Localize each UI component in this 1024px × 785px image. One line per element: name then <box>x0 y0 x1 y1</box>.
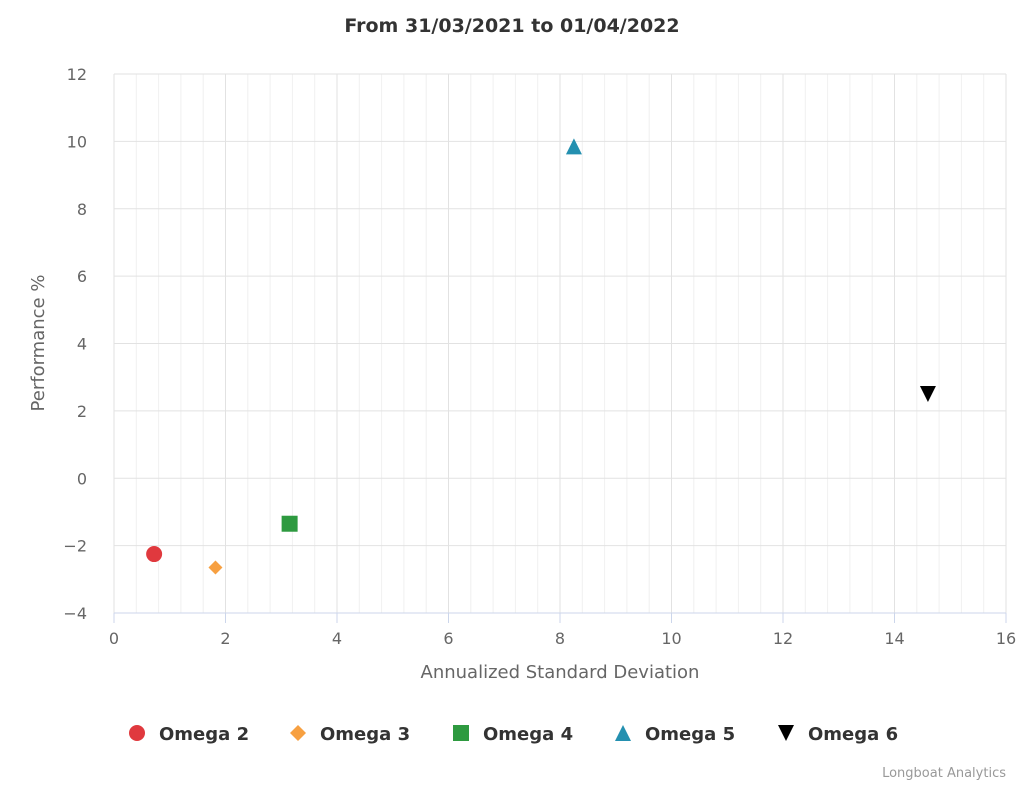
x-tick-label: 0 <box>109 629 119 648</box>
y-tick-label: 2 <box>77 402 87 421</box>
grid <box>113 73 1007 614</box>
y-axis-title: Performance % <box>28 275 49 412</box>
legend-item[interactable]: Omega 5 <box>615 724 735 745</box>
legend-symbol[interactable] <box>778 725 794 741</box>
y-tick-label: −2 <box>63 537 87 556</box>
y-tick-label: 10 <box>67 132 87 151</box>
x-tick-label: 12 <box>773 629 793 648</box>
data-point[interactable] <box>281 515 298 532</box>
chart-title: From 31/03/2021 to 01/04/2022 <box>344 15 679 37</box>
axes: 0 2 4 6 8 10 12 14 16 −4 −2 0 2 4 6 8 10 12 <box>63 65 1016 648</box>
x-tick-label: 2 <box>220 629 230 648</box>
legend-label[interactable]: Omega 6 <box>808 724 898 745</box>
x-tick-label: 16 <box>996 629 1016 648</box>
y-tick-label: 8 <box>77 200 87 219</box>
legend-label[interactable]: Omega 3 <box>320 724 410 745</box>
data-points <box>146 138 936 575</box>
x-tick-label: 6 <box>443 629 453 648</box>
y-tick-label: 12 <box>67 65 87 84</box>
x-tick-label: 4 <box>332 629 342 648</box>
legend-label[interactable]: Omega 4 <box>483 724 573 745</box>
y-tick-label: 6 <box>77 267 87 286</box>
data-point[interactable] <box>208 560 223 575</box>
legend-item[interactable]: Omega 4 <box>453 724 573 745</box>
x-tick-label: 10 <box>661 629 681 648</box>
data-point[interactable] <box>565 138 582 155</box>
y-tick-label: 0 <box>77 469 87 488</box>
legend[interactable]: Omega 2 Omega 3 Omega 4 Omega 5 Omega 6 <box>129 724 898 745</box>
credits[interactable]: Longboat Analytics <box>882 766 1006 781</box>
legend-symbol[interactable] <box>615 725 631 741</box>
data-point[interactable] <box>146 546 163 563</box>
legend-label[interactable]: Omega 2 <box>159 724 249 745</box>
legend-symbol[interactable] <box>453 725 469 741</box>
data-point[interactable] <box>919 386 936 403</box>
legend-item[interactable]: Omega 6 <box>778 724 898 745</box>
y-tick-label: −4 <box>63 604 87 623</box>
x-tick-label: 14 <box>884 629 904 648</box>
legend-symbol[interactable] <box>290 725 306 741</box>
y-tick-label: 4 <box>77 335 87 354</box>
legend-label[interactable]: Omega 5 <box>645 724 735 745</box>
legend-item[interactable]: Omega 3 <box>290 724 410 745</box>
legend-item[interactable]: Omega 2 <box>129 724 249 745</box>
legend-symbol[interactable] <box>129 725 145 741</box>
x-axis-title: Annualized Standard Deviation <box>421 662 700 683</box>
x-tick-label: 8 <box>555 629 565 648</box>
